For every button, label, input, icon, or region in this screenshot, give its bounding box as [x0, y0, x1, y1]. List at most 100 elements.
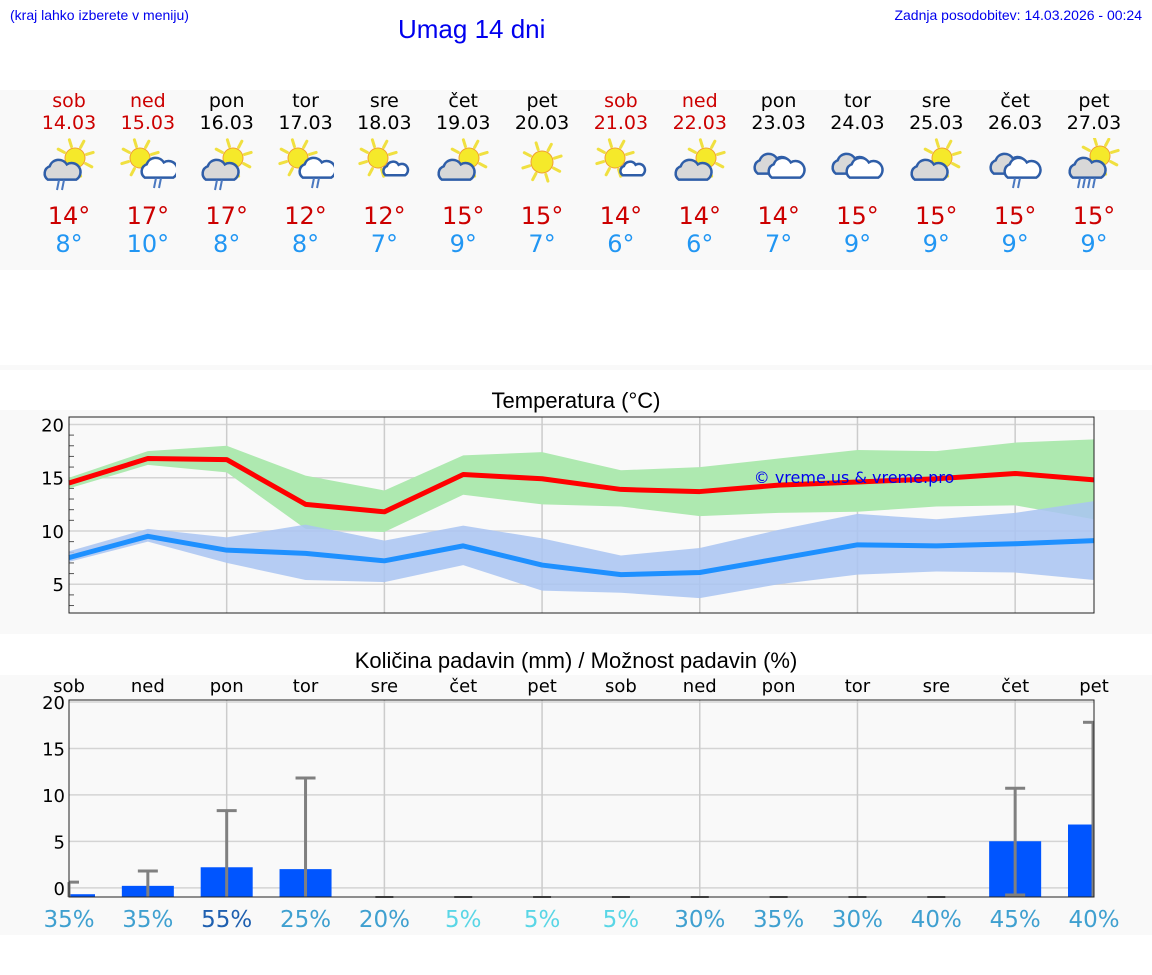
y-tick-label: 20	[42, 693, 65, 714]
max-temp: 15°	[993, 202, 1037, 230]
day-name: pon	[208, 90, 245, 112]
day-date: 23.03	[751, 112, 806, 134]
day-date: 15.03	[120, 112, 176, 134]
min-temp: 6°	[607, 230, 635, 258]
day-date: 21.03	[593, 112, 649, 134]
day-date: 24.03	[830, 112, 885, 134]
day-column: sre 25.03 15° 9°	[896, 90, 976, 258]
day-name: tor	[844, 90, 871, 112]
max-temp: 17°	[205, 202, 248, 230]
precip-bar	[1068, 824, 1094, 897]
day-label: čet	[449, 676, 477, 697]
max-temp: 14°	[678, 202, 722, 230]
y-tick-label: 5	[53, 575, 64, 596]
day-date: 19.03	[436, 112, 491, 134]
day-column: pet 20.03 15° 7°	[502, 90, 582, 258]
day-column: sre 18.03 12° 7°	[344, 90, 424, 258]
day-column: pet 27.03 15° 9°	[1054, 90, 1134, 258]
day-column: tor 24.03 15° 9°	[817, 90, 897, 258]
y-tick-label: 15	[41, 469, 64, 490]
day-label: sre	[371, 676, 398, 697]
max-temp: 14°	[599, 202, 643, 230]
day-date: 17.03	[278, 112, 333, 134]
sun-cloud-icon	[423, 134, 503, 202]
precip-probability: 55%	[201, 907, 252, 933]
y-tick-label: 5	[54, 832, 65, 853]
day-label: ned	[131, 676, 165, 697]
min-temp: 8°	[55, 230, 83, 258]
min-temp-line	[68, 533, 1095, 578]
y-tick-label: 0	[54, 879, 65, 900]
min-temp: 10°	[126, 230, 170, 258]
sun-cloud-heavy-rain-icon	[1054, 134, 1134, 202]
precip-probability: 30%	[674, 907, 725, 933]
sun-cloud-icon	[660, 134, 740, 202]
precip-probability: 35%	[753, 907, 804, 933]
day-label: sob	[605, 676, 637, 697]
max-temp: 12°	[363, 202, 406, 230]
day-name: sob	[604, 90, 638, 112]
overcast-rain-icon	[975, 134, 1055, 202]
max-temp: 15°	[915, 202, 958, 230]
day-name: sob	[52, 90, 86, 112]
daily-forecast-panel	[0, 90, 1152, 270]
day-label: sob	[53, 676, 85, 697]
day-label: tor	[293, 676, 319, 697]
day-column: sob 14.03 14° 8°	[29, 90, 109, 258]
sun-lightcloud-rain-icon	[108, 134, 188, 202]
precip-probability: 5%	[524, 907, 561, 933]
day-date: 22.03	[672, 112, 727, 134]
sun-cloud-rain-icon	[29, 134, 109, 202]
precip-probability: 5%	[445, 907, 482, 933]
watermark: © vreme.us & vreme.pro	[754, 468, 955, 487]
day-column: čet 19.03 15° 9°	[423, 90, 503, 258]
day-date: 18.03	[357, 112, 412, 134]
precip-bar	[69, 894, 95, 897]
y-tick-label: 15	[42, 739, 65, 760]
sun-lightcloud-rain-icon	[266, 134, 346, 202]
day-date: 26.03	[987, 112, 1043, 134]
day-label: tor	[845, 676, 871, 697]
day-label: pon	[762, 676, 796, 697]
precip-probability: 5%	[603, 907, 640, 933]
max-temp: 12°	[284, 202, 327, 230]
day-name: pet	[526, 90, 558, 112]
precipitation-chart-title: Količina padavin (mm) / Možnost padavin …	[354, 648, 798, 673]
precip-probability: 25%	[280, 907, 331, 933]
max-temp: 15°	[441, 202, 485, 230]
y-tick-label: 20	[41, 415, 64, 436]
day-column: tor 17.03 12° 8°	[266, 90, 346, 258]
location-menu-hint: (kraj lahko izberete v meniju)	[10, 7, 189, 23]
day-name: ned	[129, 90, 166, 112]
day-date: 20.03	[514, 112, 570, 134]
precip-probability: 45%	[990, 907, 1041, 933]
precip-probability: 20%	[359, 907, 410, 933]
precip-probability: 35%	[43, 907, 94, 933]
overcast-icon	[817, 134, 897, 202]
max-temp: 15°	[520, 202, 564, 230]
sun-small-cloud-icon	[344, 134, 424, 202]
day-name: ned	[681, 90, 718, 112]
precip-probability: 40%	[911, 907, 962, 933]
max-temp: 17°	[126, 202, 170, 230]
sun-small-cloud-icon	[581, 134, 661, 202]
day-label: pon	[210, 676, 244, 697]
day-label: pet	[527, 676, 557, 697]
day-name: sre	[369, 90, 399, 112]
min-temp: 9°	[449, 230, 477, 258]
min-temp: 9°	[922, 230, 950, 258]
day-label: sre	[923, 676, 950, 697]
y-tick-label: 10	[42, 786, 65, 807]
min-temp: 6°	[686, 230, 714, 258]
page-title: Umag 14 dni	[398, 14, 546, 44]
day-name: sre	[921, 90, 951, 112]
y-tick-label: 10	[41, 522, 64, 543]
day-name: pon	[760, 90, 797, 112]
day-date: 14.03	[41, 112, 97, 134]
day-date: 16.03	[199, 112, 254, 134]
day-name: čet	[448, 90, 479, 112]
day-label: čet	[1001, 676, 1029, 697]
day-column: pon 23.03 14° 7°	[739, 90, 819, 258]
sun-icon	[502, 134, 582, 202]
